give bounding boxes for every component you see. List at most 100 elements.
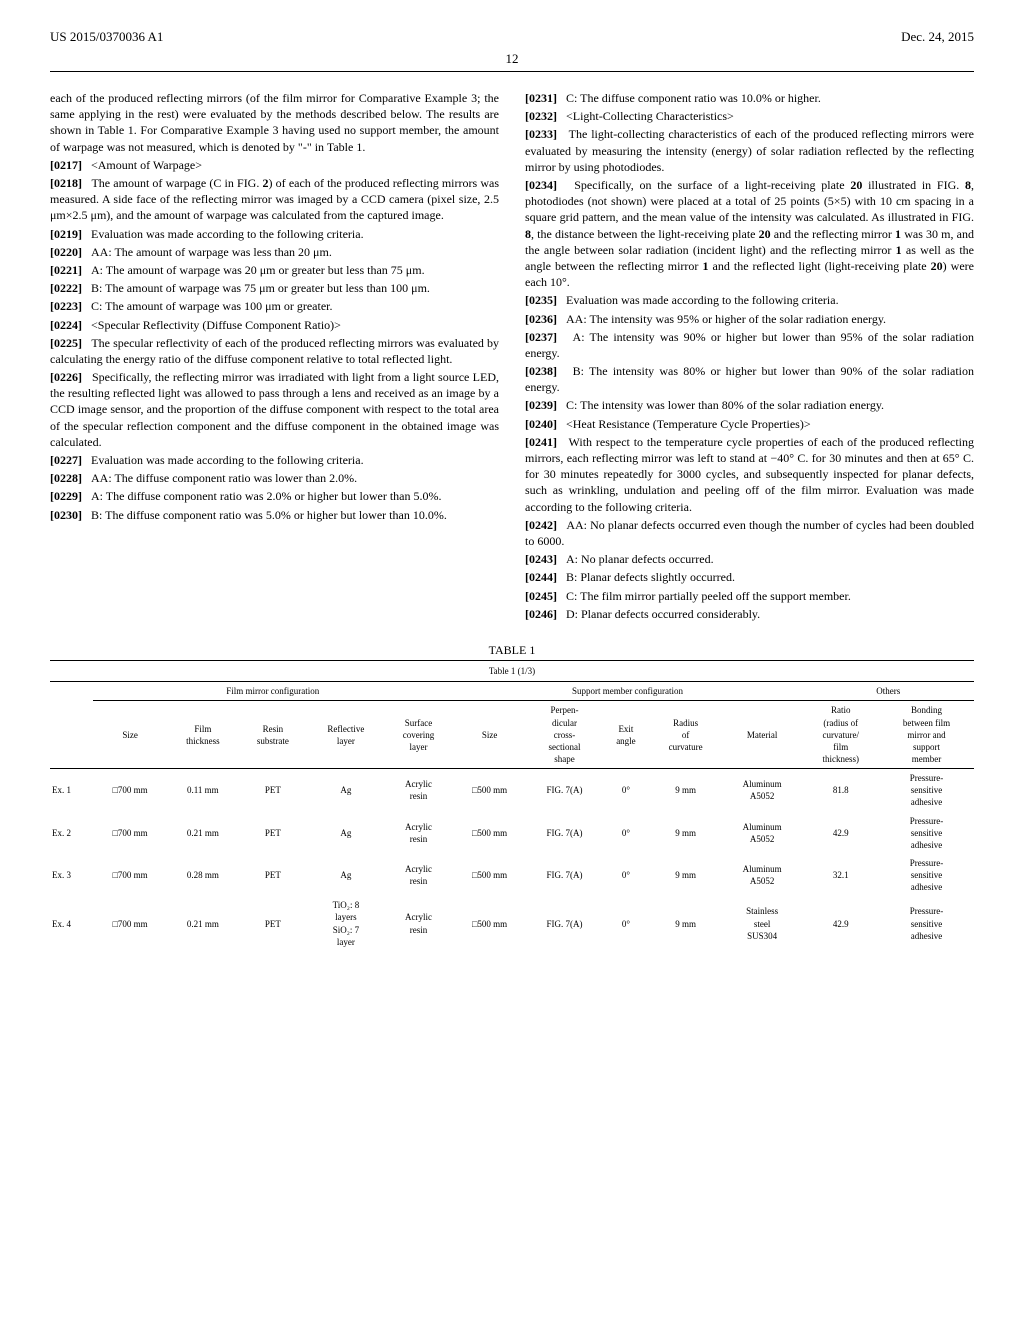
para-label: [0237] xyxy=(525,330,557,344)
para-0240: [0240] <Heat Resistance (Temperature Cyc… xyxy=(525,416,974,432)
header-rule xyxy=(50,71,974,72)
cell: 81.8 xyxy=(803,769,879,812)
group-support: Support member configuration xyxy=(452,682,802,701)
cell: 0° xyxy=(602,854,649,896)
cell: 42.9 xyxy=(803,896,879,951)
para-text: AA: No planar defects occurred even thou… xyxy=(525,518,974,548)
ref-num: 20 xyxy=(759,227,771,241)
cell: Pressure-sensitiveadhesive xyxy=(879,896,974,951)
cell: 9 mm xyxy=(650,896,722,951)
table-row: Ex. 4 □700 mm 0.21 mm PET TiO₂: 8layersS… xyxy=(50,896,974,951)
para-text: Specifically, the reflecting mirror was … xyxy=(50,370,499,449)
para-text: B: The diffuse component ratio was 5.0% … xyxy=(91,508,447,522)
col-exit-angle: Exitangle xyxy=(602,701,649,769)
para-label: [0236] xyxy=(525,312,557,326)
para-0223: [0223] C: The amount of warpage was 100 … xyxy=(50,298,499,314)
table-subcaption: Table 1 (1/3) xyxy=(50,661,974,682)
para-text: and the reflected light (light-receiving… xyxy=(708,259,930,273)
para-label: [0219] xyxy=(50,227,82,241)
para-0219: [0219] Evaluation was made according to … xyxy=(50,226,499,242)
cell: 0.21 mm xyxy=(167,812,238,854)
column-header-row: Size Filmthickness Resinsubstrate Reflec… xyxy=(50,701,974,769)
para-0220: [0220] AA: The amount of warpage was les… xyxy=(50,244,499,260)
cell-ex: Ex. 4 xyxy=(50,896,93,951)
para-text: With respect to the temperature cycle pr… xyxy=(525,435,974,514)
cell: 0° xyxy=(602,812,649,854)
table-row: Ex. 3 □700 mm 0.28 mm PET Ag Acrylicresi… xyxy=(50,854,974,896)
para-label: [0235] xyxy=(525,293,557,307)
cell: 0.21 mm xyxy=(167,896,238,951)
cell: 0.28 mm xyxy=(167,854,238,896)
col-bonding: Bondingbetween filmmirror andsupportmemb… xyxy=(879,701,974,769)
para-text: C: The intensity was lower than 80% of t… xyxy=(566,398,884,412)
cell: 32.1 xyxy=(803,854,879,896)
cell: □700 mm xyxy=(93,812,167,854)
para-label: [0241] xyxy=(525,435,557,449)
ref-num: 20 xyxy=(931,259,943,273)
para-text: A: The amount of warpage was 20 μm or gr… xyxy=(91,263,425,277)
group-film: Film mirror configuration xyxy=(93,682,453,701)
cell-ex: Ex. 2 xyxy=(50,812,93,854)
para-label: [0240] xyxy=(525,417,557,431)
cell: AluminumA5052 xyxy=(722,854,803,896)
para-text: and the reflecting mirror xyxy=(771,227,895,241)
para-0238: [0238] B: The intensity was 80% or highe… xyxy=(525,363,974,395)
para-text: <Amount of Warpage> xyxy=(91,158,202,172)
para-label: [0222] xyxy=(50,281,82,295)
para-label: [0220] xyxy=(50,245,82,259)
cell: PET xyxy=(239,769,308,812)
para-0218: [0218] The amount of warpage (C in FIG. … xyxy=(50,175,499,224)
table-row: Ex. 2 □700 mm 0.21 mm PET Ag Acrylicresi… xyxy=(50,812,974,854)
para-label: [0221] xyxy=(50,263,82,277)
para-text: B: The intensity was 80% or higher but l… xyxy=(525,364,974,394)
cell: Acrylicresin xyxy=(385,812,453,854)
para-text: <Heat Resistance (Temperature Cycle Prop… xyxy=(566,417,811,431)
para-label: [0246] xyxy=(525,607,557,621)
para-0231: [0231] C: The diffuse component ratio wa… xyxy=(525,90,974,106)
para-0246: [0246] D: Planar defects occurred consid… xyxy=(525,606,974,622)
left-column: each of the produced reflecting mirrors … xyxy=(50,90,499,624)
para-label: [0217] xyxy=(50,158,82,172)
para-0229: [0229] A: The diffuse component ratio wa… xyxy=(50,488,499,504)
para-label: [0245] xyxy=(525,589,557,603)
para-text: The light-collecting characteristics of … xyxy=(525,127,974,173)
cell: 9 mm xyxy=(650,854,722,896)
cell: 9 mm xyxy=(650,769,722,812)
para-label: [0239] xyxy=(525,398,557,412)
para-label: [0243] xyxy=(525,552,557,566)
ref-num: 20 xyxy=(850,178,862,192)
cell: 0.11 mm xyxy=(167,769,238,812)
publication-number: US 2015/0370036 A1 xyxy=(50,28,163,46)
cell: 0° xyxy=(602,896,649,951)
cell: FIG. 7(A) xyxy=(527,854,603,896)
para-0235: [0235] Evaluation was made according to … xyxy=(525,292,974,308)
publication-date: Dec. 24, 2015 xyxy=(901,28,974,46)
para-0244: [0244] B: Planar defects slightly occurr… xyxy=(525,569,974,585)
intro-paragraph: each of the produced reflecting mirrors … xyxy=(50,90,499,155)
para-label: [0238] xyxy=(525,364,557,378)
cell: Ag xyxy=(307,854,384,896)
col-cross-section: Perpen-dicularcross-sectionalshape xyxy=(527,701,603,769)
col-resin-substrate: Resinsubstrate xyxy=(239,701,308,769)
para-text: illustrated in FIG. xyxy=(862,178,965,192)
para-label: [0229] xyxy=(50,489,82,503)
para-0222: [0222] B: The amount of warpage was 75 μ… xyxy=(50,280,499,296)
cell: FIG. 7(A) xyxy=(527,896,603,951)
group-header-row: Film mirror configuration Support member… xyxy=(50,682,974,701)
para-text: AA: The diffuse component ratio was lowe… xyxy=(91,471,357,485)
para-0228: [0228] AA: The diffuse component ratio w… xyxy=(50,470,499,486)
para-text: C: The film mirror partially peeled off … xyxy=(566,589,851,603)
cell: FIG. 7(A) xyxy=(527,769,603,812)
para-label: [0228] xyxy=(50,471,82,485)
para-text: The amount of warpage (C in FIG. xyxy=(91,176,262,190)
para-label: [0244] xyxy=(525,570,557,584)
para-label: [0234] xyxy=(525,178,557,192)
para-label: [0218] xyxy=(50,176,82,190)
cell: PET xyxy=(239,896,308,951)
cell: □500 mm xyxy=(452,812,526,854)
cell: AluminumA5052 xyxy=(722,812,803,854)
para-label: [0242] xyxy=(525,518,557,532)
data-table: Table 1 (1/3) Film mirror configuration … xyxy=(50,660,974,951)
para-label: [0223] xyxy=(50,299,82,313)
para-0226: [0226] Specifically, the reflecting mirr… xyxy=(50,369,499,450)
